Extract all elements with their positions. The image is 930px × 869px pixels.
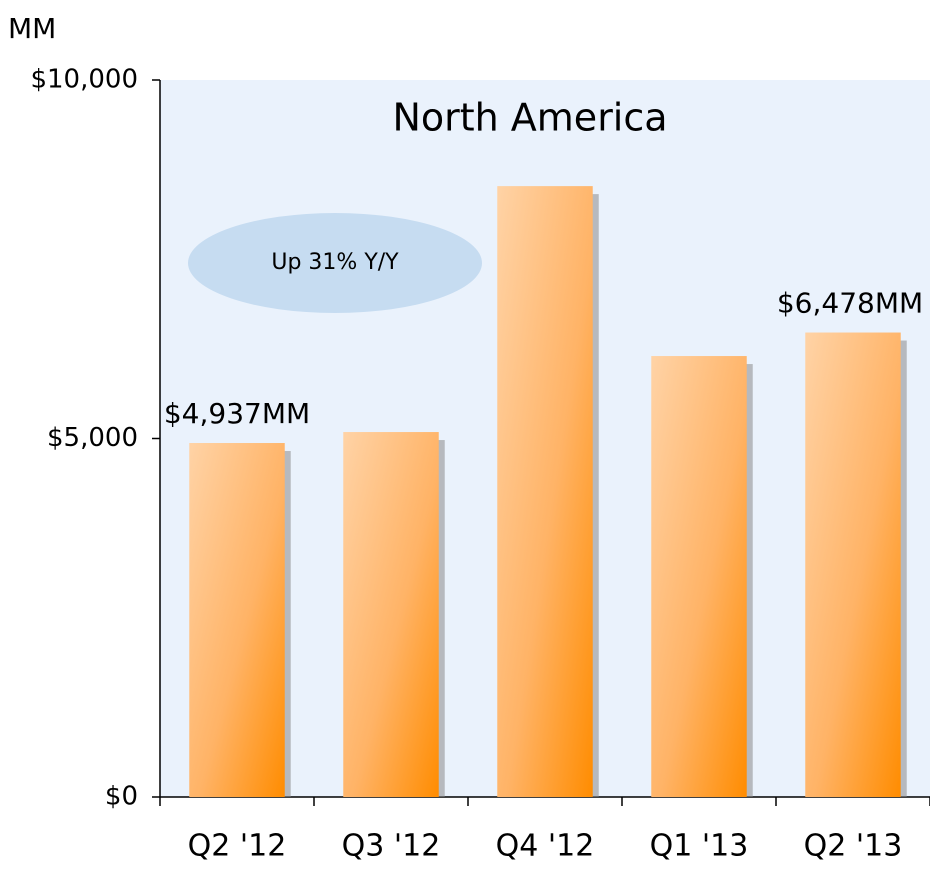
x-tick-label: Q4 '12 — [496, 829, 595, 864]
value-label: $4,937MM — [164, 397, 310, 430]
x-tick-label: Q2 '13 — [804, 829, 903, 864]
chart-title: North America — [392, 96, 667, 140]
bar — [805, 332, 901, 797]
y-tick-label: $0 — [105, 782, 138, 812]
x-tick-label: Q1 '13 — [650, 829, 749, 864]
y-tick-label: $5,000 — [47, 423, 138, 453]
bar — [343, 432, 439, 797]
y-axis-label: MM — [8, 12, 56, 45]
x-tick-label: Q2 '12 — [188, 829, 287, 864]
bar — [497, 186, 593, 798]
bar — [651, 356, 747, 797]
annotation-bubble — [188, 213, 482, 313]
value-label: $6,478MM — [777, 287, 923, 320]
annotation: Up 31% Y/Y — [271, 250, 399, 275]
bar — [189, 443, 285, 797]
y-tick-label: $10,000 — [30, 65, 138, 95]
x-tick-label: Q3 '12 — [342, 829, 441, 864]
